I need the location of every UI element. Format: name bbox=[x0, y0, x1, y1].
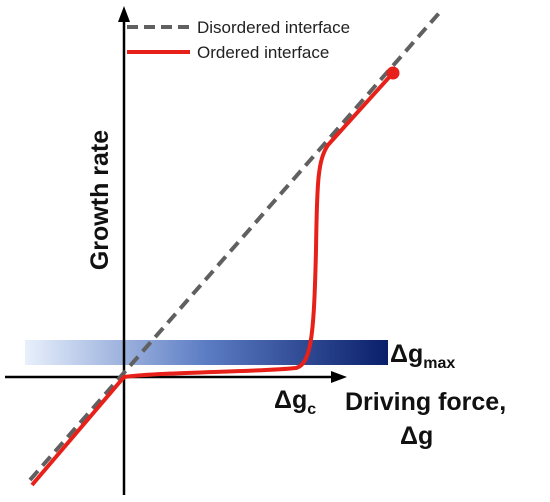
end-dot bbox=[386, 66, 400, 80]
band-subscript: max bbox=[423, 355, 455, 372]
legend-label: Disordered interface bbox=[197, 18, 350, 37]
band-symbol: Δg bbox=[390, 340, 423, 368]
ordered-curve bbox=[30, 71, 395, 487]
band-label: Δgmax bbox=[390, 340, 455, 372]
x-axis-label: Driving force, bbox=[345, 388, 506, 416]
y-arrow bbox=[118, 6, 130, 22]
x-axis-label: Δg bbox=[400, 422, 433, 450]
legend-label: Ordered interface bbox=[197, 43, 329, 62]
x-arrow bbox=[331, 371, 347, 383]
critical-symbol: Δg bbox=[274, 386, 307, 414]
critical-subscript: c bbox=[307, 401, 316, 418]
critical-label: Δgc bbox=[274, 386, 316, 418]
y-axis-label: Growth rate bbox=[86, 130, 114, 270]
max-band bbox=[25, 340, 388, 365]
disordered-line bbox=[28, 10, 442, 482]
